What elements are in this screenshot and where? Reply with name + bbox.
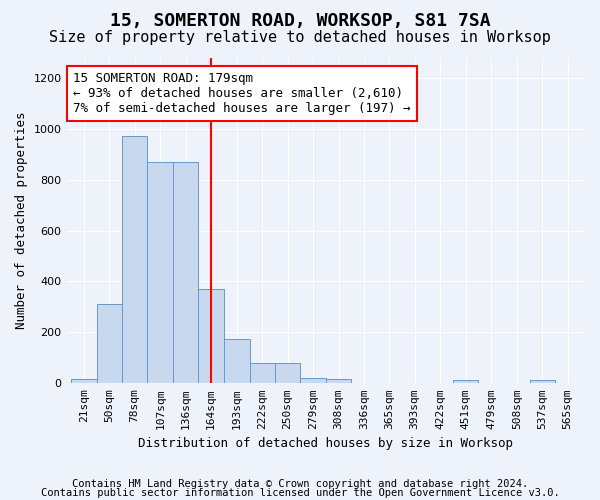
Text: Contains HM Land Registry data © Crown copyright and database right 2024.: Contains HM Land Registry data © Crown c… [72,479,528,489]
Bar [454,380,478,384]
Text: 15 SOMERTON ROAD: 179sqm
← 93% of detached houses are smaller (2,610)
7% of semi: 15 SOMERTON ROAD: 179sqm ← 93% of detach… [73,72,410,115]
Bar [122,136,148,384]
Text: 15, SOMERTON ROAD, WORKSOP, S81 7SA: 15, SOMERTON ROAD, WORKSOP, S81 7SA [110,12,490,30]
X-axis label: Distribution of detached houses by size in Worksop: Distribution of detached houses by size … [138,437,513,450]
Text: Contains public sector information licensed under the Open Government Licence v3: Contains public sector information licen… [41,488,559,498]
Bar [97,304,122,384]
Bar [326,380,351,384]
Bar [275,363,301,384]
Bar [224,339,250,384]
Bar [250,363,275,384]
Bar [71,380,97,384]
Bar [148,162,173,384]
Bar [173,162,198,384]
Bar [198,289,224,384]
Y-axis label: Number of detached properties: Number of detached properties [15,112,28,329]
Bar [530,380,555,384]
Text: Size of property relative to detached houses in Worksop: Size of property relative to detached ho… [49,30,551,45]
Bar [301,378,326,384]
